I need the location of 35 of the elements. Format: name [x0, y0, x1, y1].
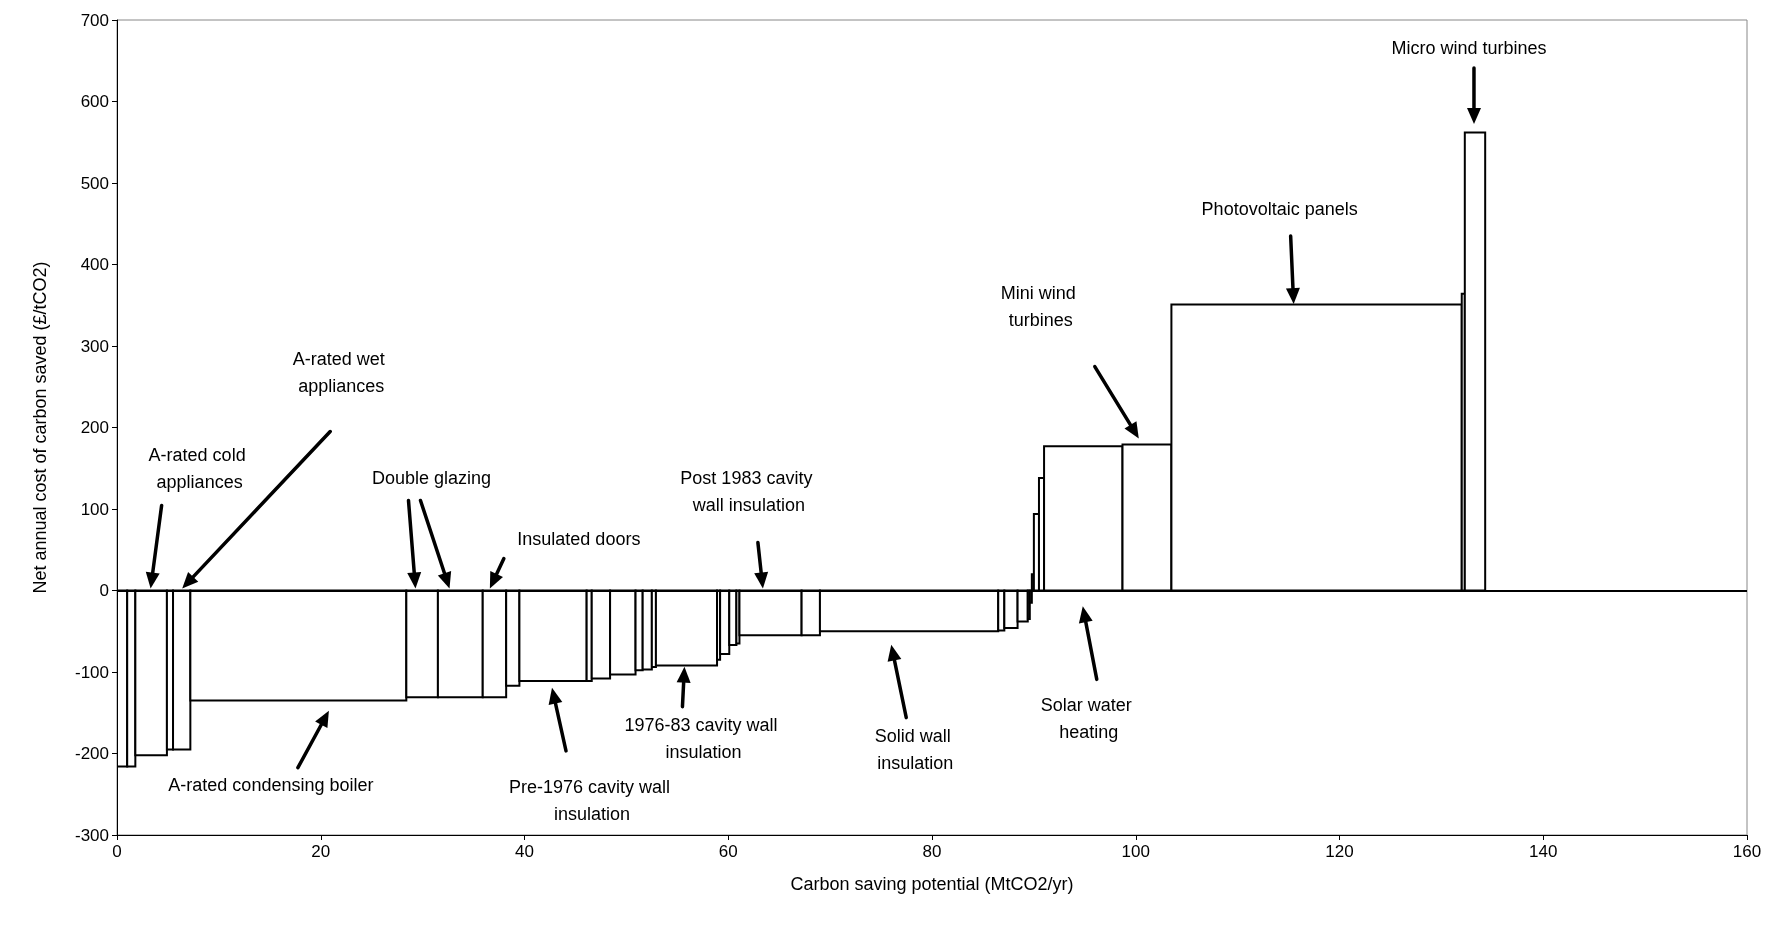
- y-tick-label: 400: [80, 255, 109, 274]
- annotation: A-rated cold appliances: [148, 445, 251, 492]
- annotation: 1976-83 cavity wall insulation: [624, 715, 783, 763]
- x-tick-label: 40: [515, 842, 534, 861]
- annotation: Micro wind turbines: [1391, 37, 1547, 58]
- y-tick-label: 600: [80, 92, 109, 111]
- y-tick-label: 100: [80, 499, 109, 519]
- y-tick-label: 200: [80, 418, 109, 437]
- annotation: A-rated wet appliances: [292, 349, 390, 396]
- annotation: Pre-1976 cavity wall insulation: [508, 777, 676, 825]
- x-tick-label: 120: [1325, 842, 1354, 861]
- x-tick-label: 60: [718, 842, 738, 861]
- x-tick-label: 80: [922, 842, 942, 861]
- annotation: Mini wind turbines: [1000, 283, 1081, 331]
- x-tick-label: 0: [112, 842, 122, 861]
- x-tick-label: 140: [1529, 842, 1558, 861]
- annotation: Post 1983 cavity wall insulation: [680, 468, 818, 515]
- annotation: Photovoltaic panels: [1201, 199, 1358, 220]
- annotation: Solid wall insulation: [874, 726, 956, 774]
- annotation: A-rated condensing boiler: [168, 774, 374, 795]
- x-axis-title: Carbon saving potential (MtCO2/yr): [790, 874, 1074, 894]
- annotation: Double glazing: [371, 467, 492, 488]
- y-tick-label: 700: [80, 10, 109, 30]
- x-tick-label: 20: [311, 842, 331, 861]
- x-tick-label: 100: [1121, 842, 1150, 861]
- y-axis-title: Net annual cost of carbon saved (£/tCO2): [30, 261, 50, 594]
- y-tick-label: -200: [74, 744, 109, 763]
- y-tick-label: 500: [80, 173, 109, 193]
- y-tick-label: 300: [80, 336, 109, 356]
- y-tick-label: 0: [99, 581, 109, 600]
- y-tick-label: -100: [74, 662, 109, 682]
- x-tick-label: 160: [1732, 842, 1762, 861]
- annotation: Insulated doors: [517, 528, 641, 549]
- annotation: Solar water heating: [1040, 694, 1137, 742]
- y-tick-label: -300: [74, 825, 109, 845]
